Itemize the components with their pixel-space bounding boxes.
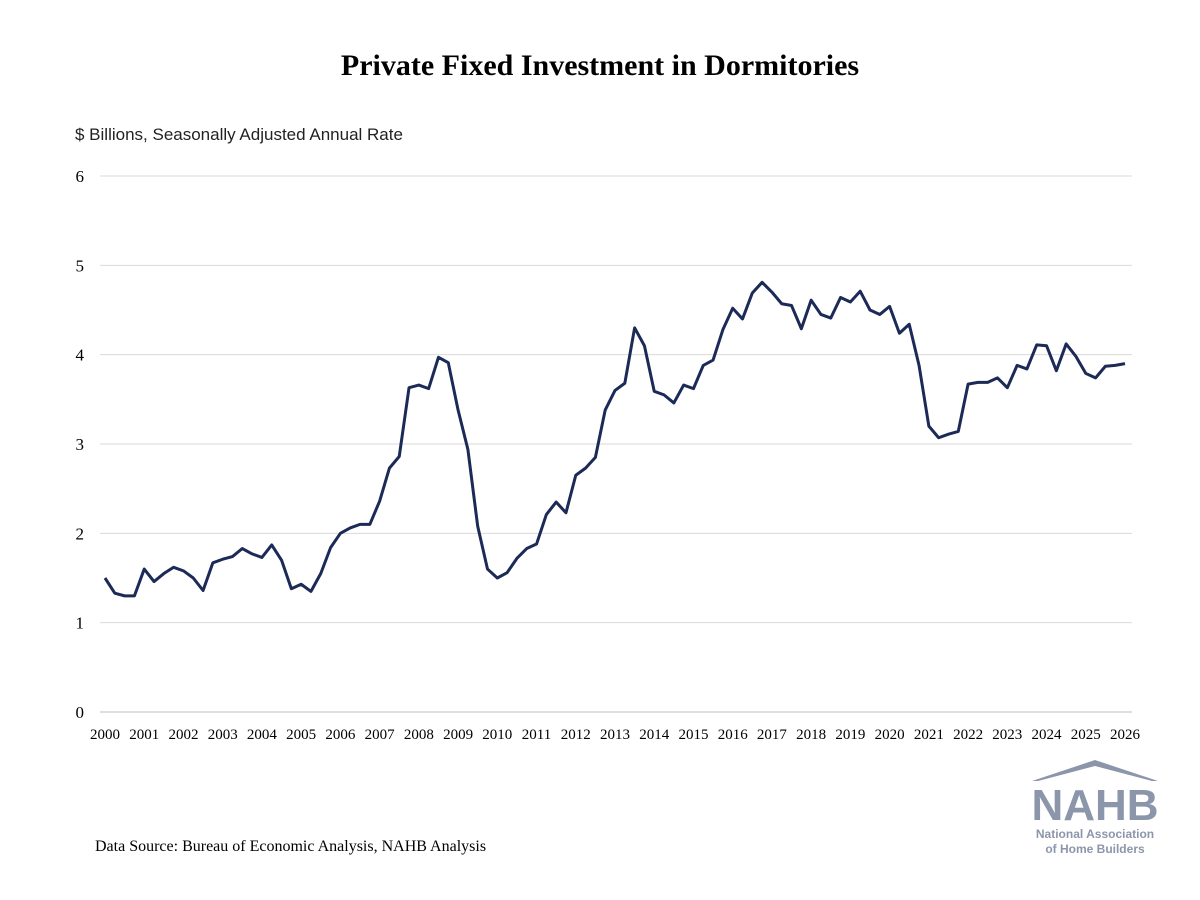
logo-name: NAHB <box>1031 781 1158 830</box>
chart-title: Private Fixed Investment in Dormitories <box>341 49 859 82</box>
x-tick-label: 2003 <box>208 727 238 743</box>
logo-tagline: of Home Builders <box>1045 842 1145 856</box>
x-tick-label: 2002 <box>168 727 198 743</box>
x-tick-label: 2017 <box>757 727 788 743</box>
y-tick-label: 2 <box>76 524 85 543</box>
x-tick-label: 2020 <box>875 727 905 743</box>
x-tick-label: 2024 <box>1032 727 1063 743</box>
x-tick-label: 2015 <box>678 727 708 743</box>
y-tick-label: 3 <box>76 435 85 454</box>
y-tick-label: 6 <box>76 167 85 186</box>
y-axis-label: $ Billions, Seasonally Adjusted Annual R… <box>75 125 403 144</box>
x-tick-label: 2016 <box>718 727 749 743</box>
y-tick-label: 4 <box>76 346 85 365</box>
y-tick-label: 0 <box>76 703 85 722</box>
logo: NAHB National Association of Home Builde… <box>1031 760 1159 856</box>
x-tick-label: 2004 <box>247 727 278 743</box>
logo-tagline: National Association <box>1036 827 1154 841</box>
x-tick-label: 2023 <box>992 727 1022 743</box>
x-tick-label: 2011 <box>522 727 551 743</box>
x-tick-label: 2007 <box>365 727 396 743</box>
x-tick-label: 2012 <box>561 727 591 743</box>
x-tick-label: 2025 <box>1071 727 1101 743</box>
x-tick-label: 2022 <box>953 727 983 743</box>
logo-roof <box>1032 760 1158 781</box>
x-tick-label: 2000 <box>90 727 120 743</box>
x-tick-label: 2018 <box>796 727 826 743</box>
x-tick-label: 2005 <box>286 727 316 743</box>
y-tick-label: 5 <box>76 256 85 275</box>
x-tick-label: 2006 <box>325 727 356 743</box>
data-line <box>103 280 1126 598</box>
x-tick-label: 2019 <box>835 727 865 743</box>
x-tick-label: 2008 <box>404 727 434 743</box>
x-tick-label: 2010 <box>482 727 512 743</box>
x-tick-label: 2001 <box>129 727 159 743</box>
x-tick-label: 2026 <box>1110 727 1141 743</box>
x-tick-label: 2021 <box>914 727 944 743</box>
y-tick-label: 1 <box>76 614 85 633</box>
x-tick-label: 2014 <box>639 727 670 743</box>
source-note: Data Source: Bureau of Economic Analysis… <box>95 838 486 855</box>
x-tick-label: 2013 <box>600 727 630 743</box>
x-tick-label: 2009 <box>443 727 473 743</box>
